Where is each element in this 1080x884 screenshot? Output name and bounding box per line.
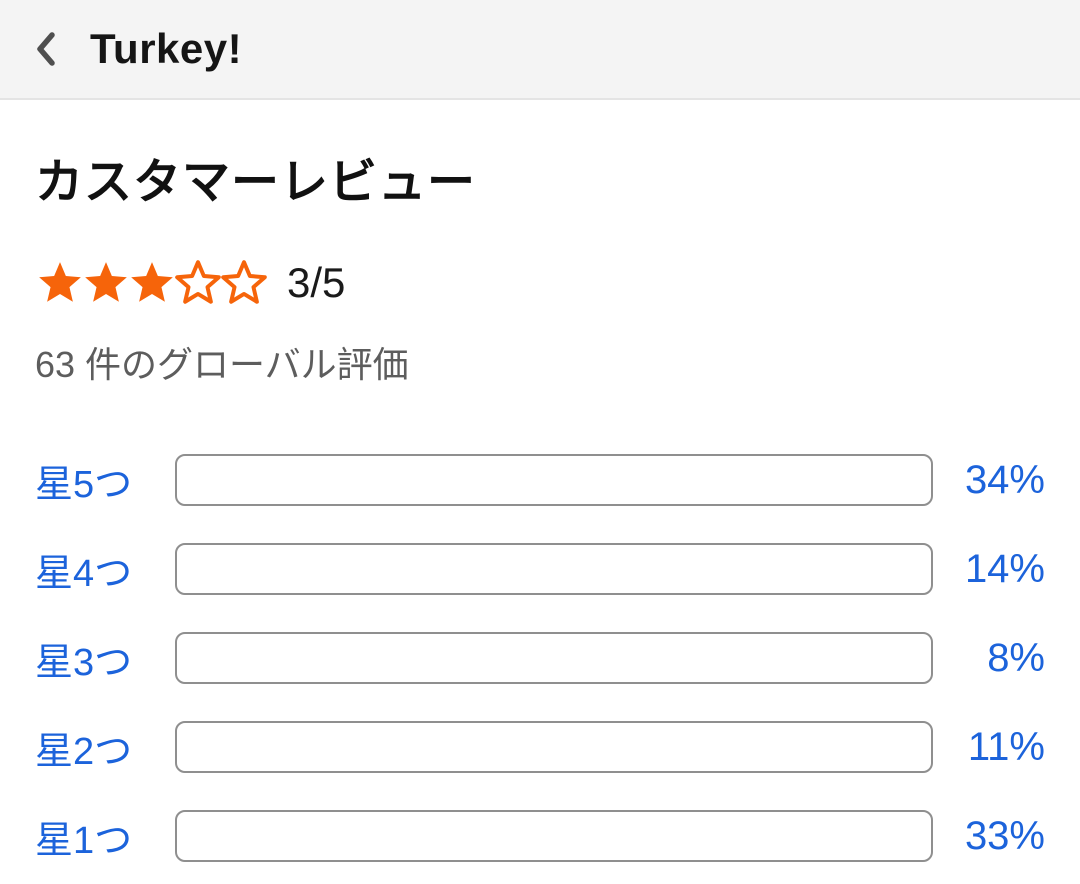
rating-percent[interactable]: 33%: [964, 813, 1045, 858]
rating-percent[interactable]: 8%: [987, 635, 1045, 680]
rating-value: 3/5: [287, 259, 346, 306]
rating-bar-track[interactable]: [175, 810, 933, 862]
rating-bar-track[interactable]: [175, 543, 933, 595]
star-outline-icon: [175, 260, 221, 304]
star-outline-icon: [221, 260, 267, 304]
page-title: Turkey!: [90, 25, 243, 72]
star-icons: [35, 258, 267, 308]
rating-percent[interactable]: 34%: [964, 457, 1045, 502]
back-button[interactable]: [34, 21, 74, 77]
rating-percent[interactable]: 14%: [964, 546, 1045, 591]
app-header: Turkey!: [0, 0, 1080, 100]
global-ratings-count: 63 件のグローバル評価: [35, 344, 409, 385]
star-filter-link[interactable]: 星1つ: [35, 819, 133, 862]
star-filled-icon: [131, 262, 173, 302]
histogram-row: 星5つ 34%: [35, 454, 1045, 506]
histogram-row: 星2つ 11%: [35, 721, 1045, 773]
rating-percent[interactable]: 11%: [967, 724, 1045, 769]
star-filter-link[interactable]: 星4つ: [35, 552, 133, 595]
star-filled-icon: [85, 262, 127, 302]
star-filled-icon: [39, 262, 81, 302]
histogram-row: 星4つ 14%: [35, 543, 1045, 595]
histogram-row: 星3つ 8%: [35, 632, 1045, 684]
star-filter-link[interactable]: 星5つ: [35, 463, 133, 506]
star-filter-link[interactable]: 星3つ: [35, 641, 133, 684]
rating-histogram: 星5つ 34% 星4つ 14% 星3つ 8% 星2つ 11% 星1つ 33%: [35, 454, 1045, 862]
chevron-left-icon: [37, 32, 55, 66]
rating-bar-track[interactable]: [175, 454, 933, 506]
histogram-row: 星1つ 33%: [35, 810, 1045, 862]
customer-reviews-heading: カスタマーレビュー: [35, 156, 477, 209]
rating-bar-track[interactable]: [175, 632, 933, 684]
content-area: カスタマーレビュー 3/5 63 件のグローバル評価 星5つ 34% 星4つ 1…: [0, 142, 1080, 862]
star-filter-link[interactable]: 星2つ: [35, 730, 133, 773]
rating-bar-track[interactable]: [175, 721, 933, 773]
star-rating: 3/5: [35, 258, 1045, 308]
